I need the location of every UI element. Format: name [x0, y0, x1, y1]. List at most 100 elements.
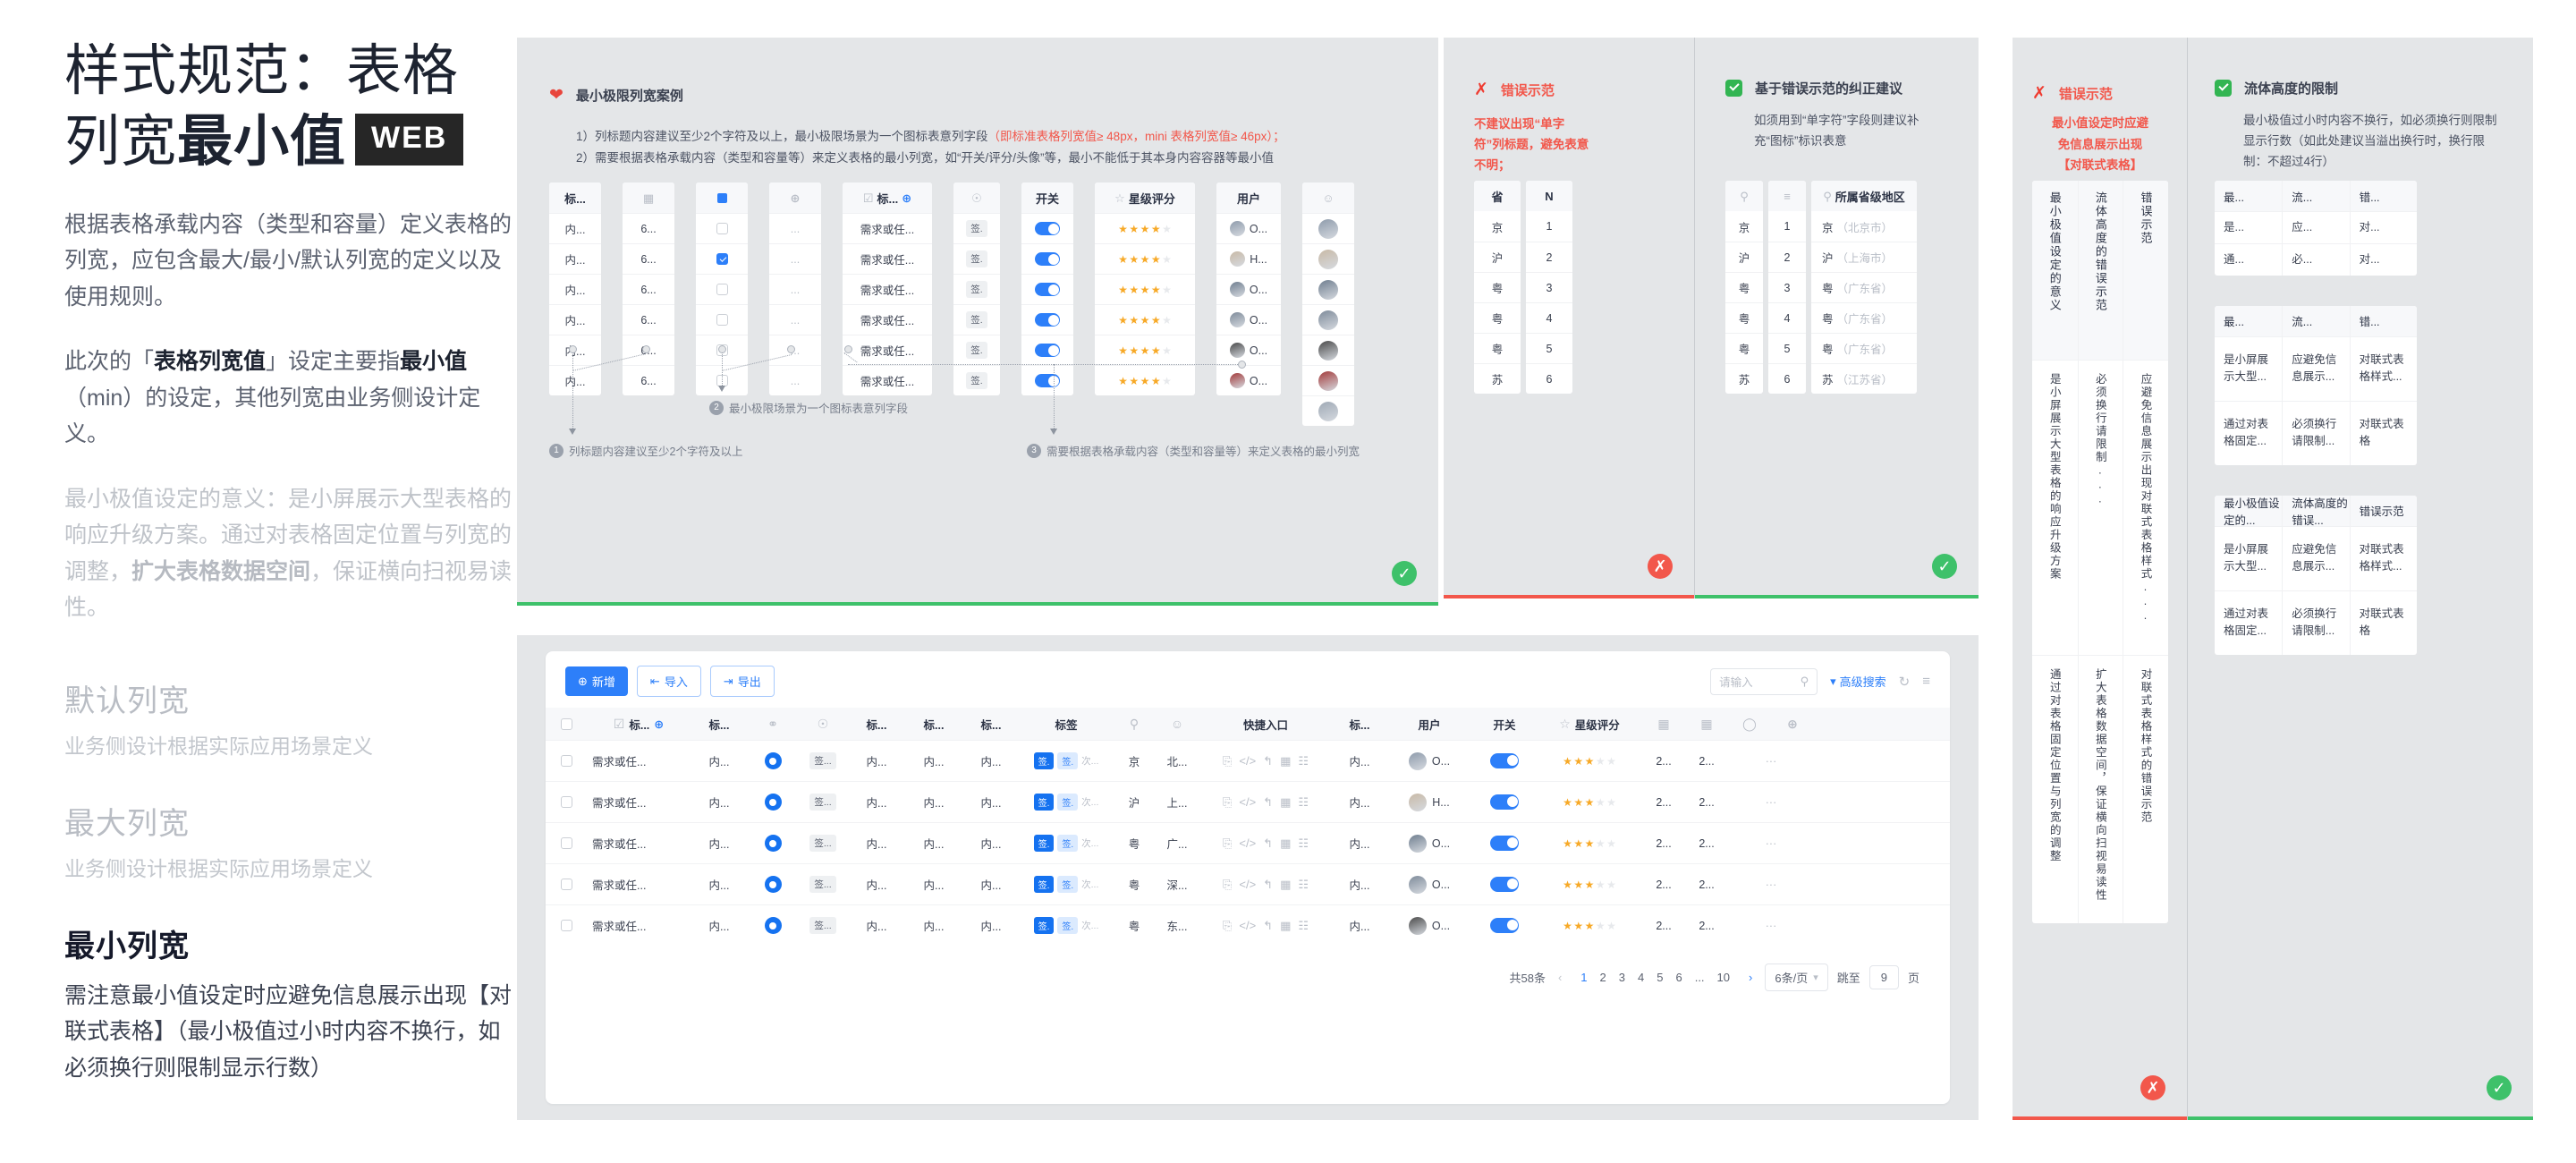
column-header-2[interactable]: 标... [691, 716, 748, 733]
card-icon[interactable]: ▦ [1280, 754, 1292, 768]
pagination-page[interactable]: 10 [1716, 971, 1731, 984]
page-size-select[interactable]: 6条/页 ▾ [1765, 964, 1828, 991]
row-checkbox[interactable] [716, 223, 728, 234]
code-icon[interactable]: </> [1239, 754, 1257, 768]
branch-icon[interactable]: ↰ [1263, 795, 1274, 809]
column-header-4[interactable]: ☉ [798, 717, 848, 730]
column-header-6[interactable]: 标... [905, 716, 962, 733]
row-radio[interactable] [764, 752, 782, 769]
card-icon[interactable]: ▦ [1280, 878, 1292, 891]
doc-search-icon[interactable]: ⎘ [1222, 836, 1233, 850]
export-button[interactable]: ⇥ 导出 [709, 666, 775, 697]
column-header-14[interactable]: 开关 [1472, 716, 1537, 733]
card-icon[interactable]: ▦ [1280, 919, 1292, 932]
row-checkbox[interactable] [716, 253, 728, 265]
row-checkbox[interactable] [560, 920, 572, 931]
column-header-10[interactable]: ☺ [1156, 717, 1199, 730]
row-toggle[interactable] [1490, 794, 1519, 810]
column-header-19[interactable]: ⊕ [1771, 717, 1814, 730]
doc-search-icon[interactable]: ⎘ [1222, 795, 1233, 809]
column-header-5[interactable]: 标... [848, 716, 905, 733]
column-header-0[interactable] [546, 717, 587, 730]
apps-icon[interactable]: ☷ [1298, 878, 1309, 891]
select-all-checkbox[interactable] [560, 717, 572, 730]
apps-icon[interactable]: ☷ [1298, 836, 1309, 850]
column-header-13[interactable]: 用户 [1386, 716, 1472, 733]
pagination-prev[interactable]: ‹ [1557, 971, 1563, 984]
column-header-9[interactable]: ⚲ [1113, 717, 1156, 730]
apps-icon[interactable]: ☷ [1298, 919, 1309, 932]
column-header-8[interactable]: 标签 [1020, 716, 1113, 733]
table-row[interactable]: 需求或任... 内... 签... 内... 内... 内... 签. 签. 次... 粤广...… [546, 822, 1950, 863]
row-toggle[interactable] [1035, 283, 1060, 296]
row-toggle[interactable] [1035, 374, 1060, 387]
row-radio[interactable] [764, 835, 782, 852]
pagination-page[interactable]: 1 [1580, 971, 1588, 984]
row-more-actions[interactable]: ··· [1765, 795, 1777, 809]
doc-search-icon[interactable]: ⎘ [1222, 878, 1233, 891]
column-header-15[interactable]: ☆ 星级评分 [1537, 716, 1642, 733]
branch-icon[interactable]: ↰ [1263, 919, 1274, 932]
row-radio[interactable] [764, 917, 782, 934]
row-checkbox[interactable] [560, 837, 572, 849]
table-row[interactable]: 需求或任... 内... 签... 内... 内... 内... 签. 签. 次... 粤深...… [546, 863, 1950, 904]
row-radio[interactable] [764, 794, 782, 811]
import-button[interactable]: ⇤ 导入 [636, 666, 701, 697]
search-input[interactable]: 请输入 ⚲ [1710, 667, 1818, 695]
row-toggle[interactable] [1035, 313, 1060, 327]
settings-sliders-icon[interactable]: ≡ [1922, 674, 1930, 689]
row-checkbox[interactable] [560, 796, 572, 808]
table-row[interactable]: 需求或任... 内... 签... 内... 内... 内... 签. 签. 次... 沪上...… [546, 781, 1950, 822]
table-row[interactable]: 需求或任... 内... 签... 内... 内... 内... 签. 签. 次... 京北...… [546, 740, 1950, 781]
code-icon[interactable]: </> [1239, 919, 1257, 932]
pagination-page[interactable]: 3 [1618, 971, 1625, 984]
column-header-18[interactable]: ◯ [1728, 717, 1771, 730]
apps-icon[interactable]: ☷ [1298, 754, 1309, 768]
row-checkbox[interactable] [560, 755, 572, 767]
branch-icon[interactable]: ↰ [1263, 836, 1274, 850]
table-row[interactable]: 需求或任... 内... 签... 内... 内... 内... 签. 签. 次... 粤东...… [546, 904, 1950, 946]
row-toggle[interactable] [1035, 344, 1060, 357]
card-icon[interactable]: ▦ [1280, 795, 1292, 809]
row-toggle[interactable] [1490, 753, 1519, 768]
code-icon[interactable]: </> [1239, 836, 1257, 850]
pagination-page[interactable]: 6 [1675, 971, 1682, 984]
row-toggle[interactable] [1490, 918, 1519, 933]
pagination-page[interactable]: 2 [1599, 971, 1606, 984]
row-checkbox[interactable] [716, 314, 728, 326]
row-more-actions[interactable]: ··· [1765, 919, 1777, 932]
doc-search-icon[interactable]: ⎘ [1222, 919, 1233, 932]
row-more-actions[interactable]: ··· [1765, 836, 1777, 850]
column-header-7[interactable]: 标... [962, 716, 1020, 733]
refresh-icon[interactable]: ↻ [1898, 674, 1911, 690]
column-header-12[interactable]: 标... [1333, 716, 1386, 733]
card-icon[interactable]: ▦ [1280, 836, 1292, 850]
row-toggle[interactable] [1035, 252, 1060, 266]
apps-icon[interactable]: ☷ [1298, 795, 1309, 809]
code-icon[interactable]: </> [1239, 795, 1257, 809]
pagination-page[interactable]: 4 [1638, 971, 1645, 984]
row-radio[interactable] [764, 876, 782, 893]
code-icon[interactable]: </> [1239, 878, 1257, 891]
row-more-actions[interactable]: ··· [1765, 878, 1777, 891]
branch-icon[interactable]: ↰ [1263, 754, 1274, 768]
row-checkbox[interactable] [560, 879, 572, 890]
add-button[interactable]: ⊕ 新增 [565, 666, 628, 696]
row-toggle[interactable] [1035, 222, 1060, 235]
advanced-search-button[interactable]: ▾ 高级搜索 [1830, 673, 1886, 690]
column-header-11[interactable]: 快捷入口 [1199, 716, 1333, 733]
pagination-jump-input[interactable]: 9 [1868, 965, 1899, 989]
pagination-next[interactable]: › [1749, 971, 1753, 984]
doc-search-icon[interactable]: ⎘ [1222, 754, 1233, 768]
column-header-3[interactable]: ⚭ [748, 717, 798, 730]
column-header-16[interactable]: ▦ [1642, 717, 1685, 730]
pagination-page[interactable]: 5 [1657, 971, 1664, 984]
column-header-17[interactable]: ▦ [1685, 717, 1728, 730]
column-header-1[interactable]: ☑ 标... ⊕ [587, 716, 691, 733]
branch-icon[interactable]: ↰ [1263, 878, 1274, 891]
pagination-page[interactable]: ... [1694, 971, 1705, 984]
row-checkbox[interactable] [716, 284, 728, 295]
row-toggle[interactable] [1490, 836, 1519, 851]
row-toggle[interactable] [1490, 877, 1519, 892]
row-more-actions[interactable]: ··· [1765, 754, 1777, 768]
